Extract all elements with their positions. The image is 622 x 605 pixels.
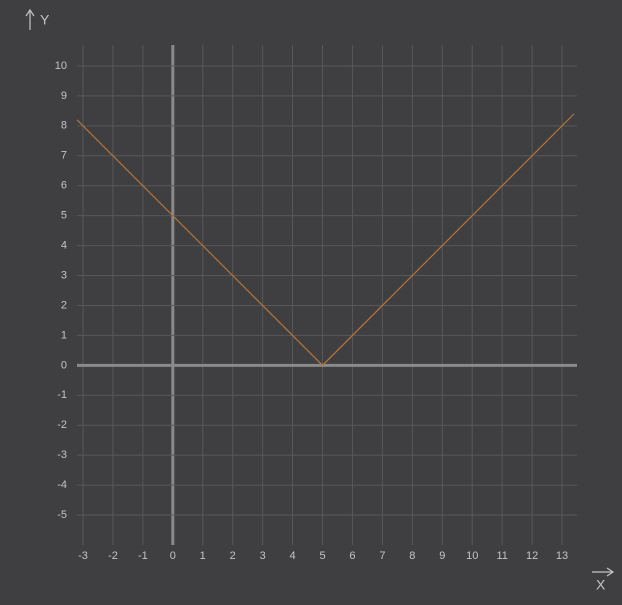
x-tick-label: 10 [466, 550, 478, 562]
x-tick-label: 12 [526, 550, 538, 562]
y-tick-label: 2 [61, 299, 67, 311]
y-tick-label: 10 [55, 60, 67, 72]
x-tick-label: 2 [230, 550, 236, 562]
y-tick-label: 9 [61, 90, 67, 102]
y-tick-label: -4 [57, 479, 67, 491]
data-line [76, 113, 575, 367]
y-tick-label: 8 [61, 120, 67, 132]
y-tick-label: -2 [57, 419, 67, 431]
x-tick-label: 5 [319, 550, 325, 562]
y-axis-label: Y [40, 12, 50, 28]
y-tick-label: 7 [61, 150, 67, 162]
y-arrow-head [25, 8, 35, 17]
y-tick-label: 5 [61, 210, 67, 222]
y-tick-label: -1 [57, 389, 67, 401]
x-tick-label: 4 [290, 550, 296, 562]
x-tick-label: 7 [379, 550, 385, 562]
x-arrow-head [606, 567, 615, 577]
x-tick-label: -1 [138, 550, 148, 562]
x-tick-label: -2 [108, 550, 118, 562]
y-tick-label: 6 [61, 180, 67, 192]
x-tick-label: -3 [78, 550, 88, 562]
x-tick-label: 11 [496, 550, 507, 562]
y-tick-label: 4 [61, 240, 67, 252]
y-tick-label: 0 [61, 359, 67, 371]
x-tick-label: 8 [409, 550, 415, 562]
y-tick-label: 1 [61, 329, 67, 341]
y-tick-label: 3 [61, 269, 67, 281]
x-tick-label: 1 [200, 550, 206, 562]
x-axis-label: X [596, 577, 606, 593]
x-tick-label: 13 [556, 550, 568, 562]
y-tick-label: -5 [57, 509, 67, 521]
x-tick-label: 3 [260, 550, 266, 562]
x-tick-label: 6 [349, 550, 355, 562]
x-tick-label: 0 [170, 550, 176, 562]
y-tick-label: -3 [57, 449, 67, 461]
x-tick-label: 9 [439, 550, 445, 562]
